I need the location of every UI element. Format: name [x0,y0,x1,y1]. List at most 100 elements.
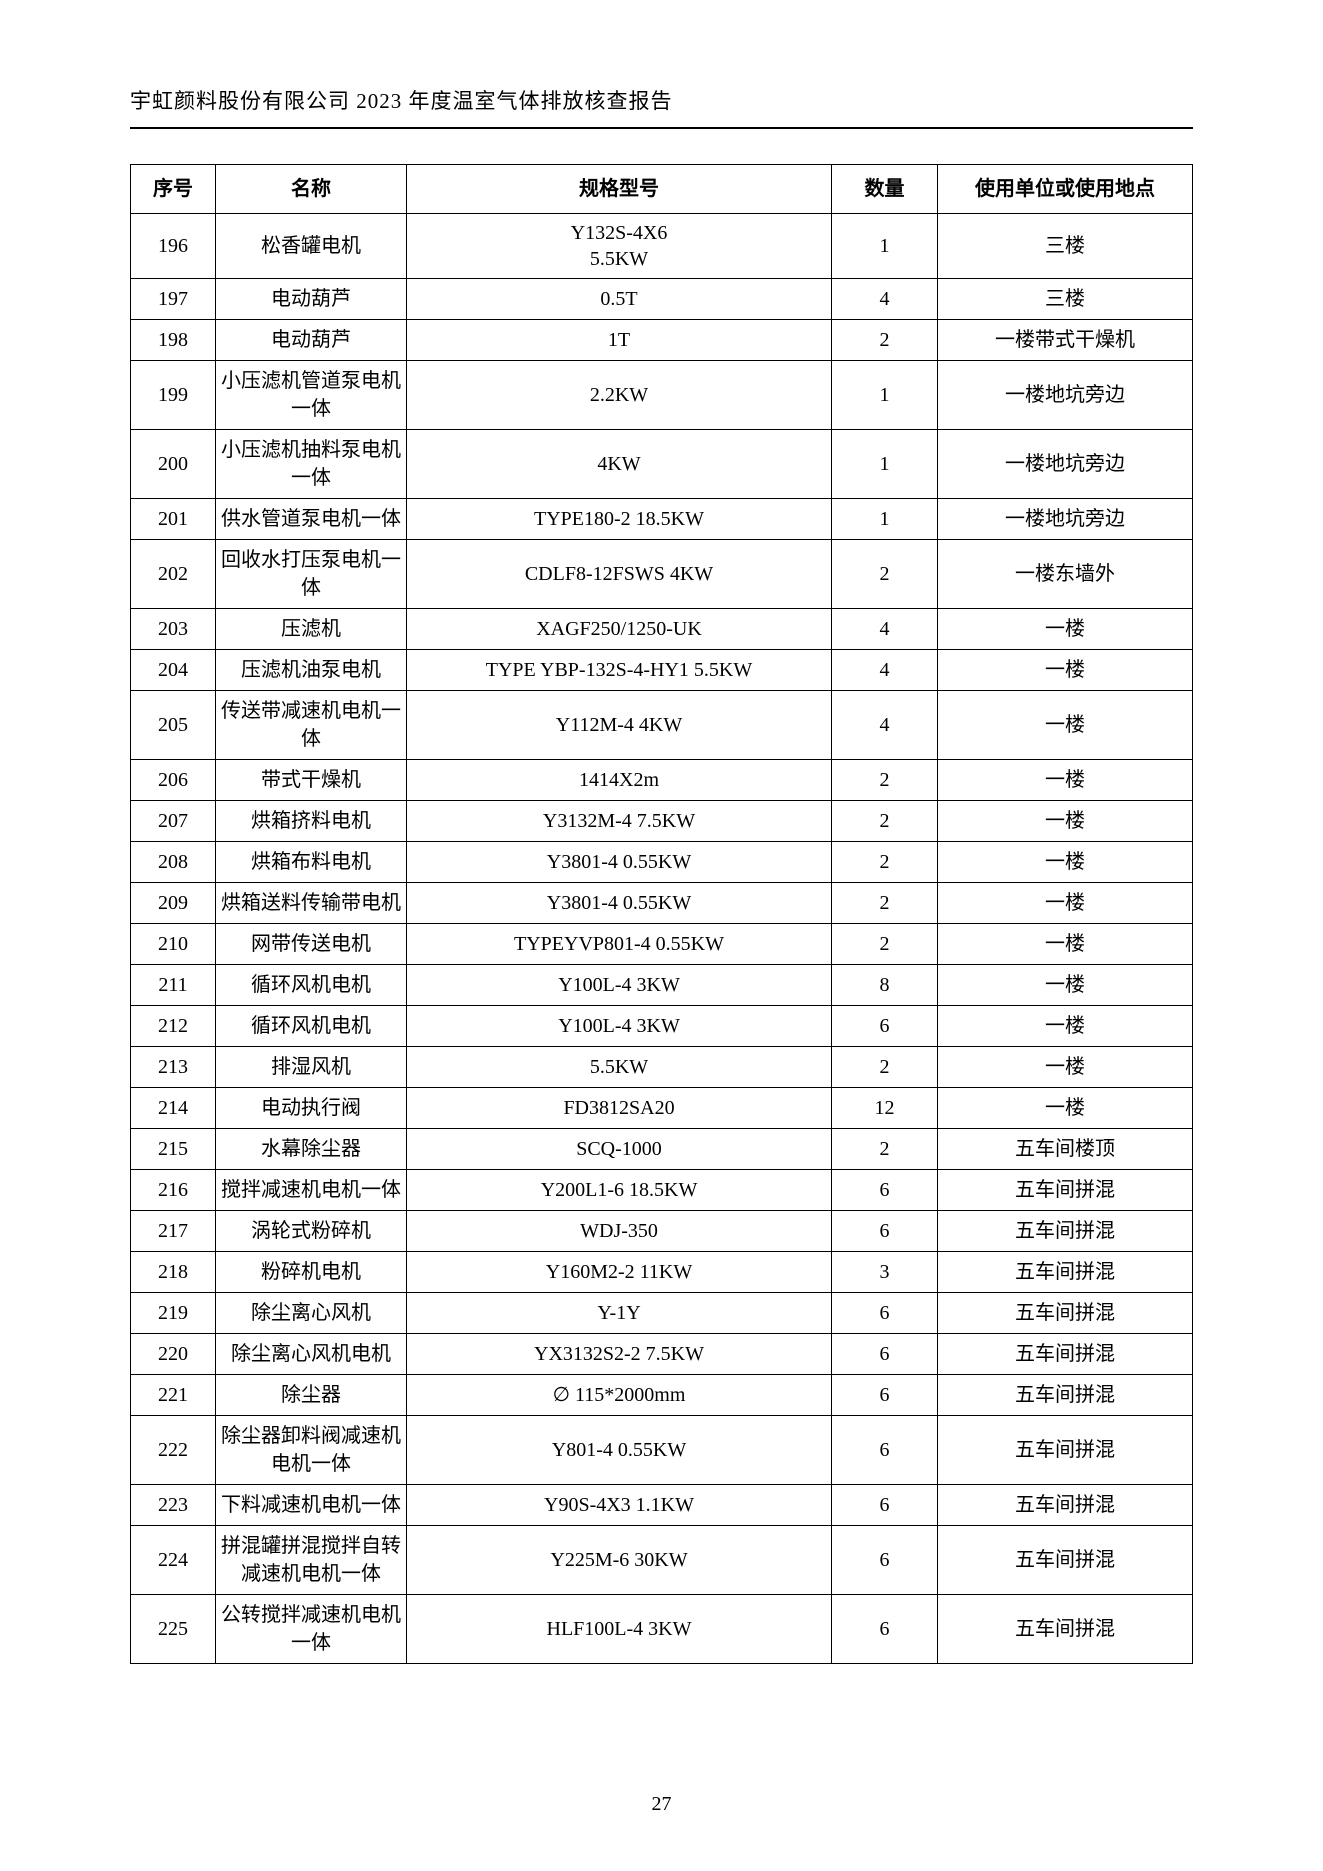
table-cell: 五车间拼混 [938,1526,1193,1595]
table-cell: 2 [831,924,937,965]
table-cell: Y100L-4 3KW [407,965,832,1006]
table-cell: 1414X2m [407,760,832,801]
table-row: 200小压滤机抽料泵电机一体4KW1一楼地坑旁边 [131,430,1193,499]
table-cell: 6 [831,1211,937,1252]
table-cell: 224 [131,1526,216,1595]
table-cell: 一楼 [938,609,1193,650]
table-cell: 6 [831,1416,937,1485]
table-cell: 216 [131,1170,216,1211]
table-cell: 小压滤机抽料泵电机一体 [215,430,406,499]
table-cell: 1T [407,320,832,361]
table-row: 217涡轮式粉碎机WDJ-3506五车间拼混 [131,1211,1193,1252]
table-cell: 涡轮式粉碎机 [215,1211,406,1252]
table-cell: 215 [131,1129,216,1170]
table-cell: 五车间拼混 [938,1293,1193,1334]
table-row: 209烘箱送料传输带电机Y3801-4 0.55KW2一楼 [131,883,1193,924]
table-cell: 220 [131,1334,216,1375]
table-cell: 204 [131,650,216,691]
table-cell: 传送带减速机电机一体 [215,691,406,760]
table-cell: 214 [131,1088,216,1129]
table-cell: Y-1Y [407,1293,832,1334]
table-cell: WDJ-350 [407,1211,832,1252]
table-row: 196松香罐电机Y132S-4X65.5KW1三楼 [131,214,1193,279]
equipment-table: 序号 名称 规格型号 数量 使用单位或使用地点 196松香罐电机Y132S-4X… [130,164,1193,1664]
page-header: 宇虹颜料股份有限公司 2023 年度温室气体排放核查报告 [130,85,1193,129]
table-cell: 2 [831,842,937,883]
table-cell: 除尘器卸料阀减速机电机一体 [215,1416,406,1485]
table-cell: FD3812SA20 [407,1088,832,1129]
table-cell: 五车间拼混 [938,1375,1193,1416]
table-cell: Y90S-4X3 1.1KW [407,1485,832,1526]
table-cell: 拼混罐拼混搅拌自转减速机电机一体 [215,1526,406,1595]
table-cell: 208 [131,842,216,883]
table-cell: 6 [831,1293,937,1334]
table-cell: 201 [131,499,216,540]
table-cell: 回收水打压泵电机一体 [215,540,406,609]
table-cell: 2 [831,1047,937,1088]
table-cell: 五车间拼混 [938,1485,1193,1526]
table-cell: 三楼 [938,214,1193,279]
table-cell: 6 [831,1170,937,1211]
table-cell: 五车间拼混 [938,1334,1193,1375]
table-row: 223下料减速机电机一体Y90S-4X3 1.1KW6五车间拼混 [131,1485,1193,1526]
table-cell: 一楼 [938,883,1193,924]
table-row: 218粉碎机电机Y160M2-2 11KW3五车间拼混 [131,1252,1193,1293]
table-cell: 排湿风机 [215,1047,406,1088]
table-row: 207烘箱挤料电机Y3132M-4 7.5KW2一楼 [131,801,1193,842]
table-cell: TYPE YBP-132S-4-HY1 5.5KW [407,650,832,691]
table-cell: 一楼 [938,801,1193,842]
table-cell: 211 [131,965,216,1006]
table-cell: 6 [831,1006,937,1047]
table-cell: 206 [131,760,216,801]
table-row: 224拼混罐拼混搅拌自转减速机电机一体Y225M-6 30KW6五车间拼混 [131,1526,1193,1595]
table-cell: 6 [831,1485,937,1526]
table-cell: 6 [831,1375,937,1416]
table-cell: 12 [831,1088,937,1129]
table-row: 197电动葫芦0.5T4三楼 [131,279,1193,320]
table-cell: 2.2KW [407,361,832,430]
table-row: 204压滤机油泵电机TYPE YBP-132S-4-HY1 5.5KW4一楼 [131,650,1193,691]
table-row: 198电动葫芦1T2一楼带式干燥机 [131,320,1193,361]
table-cell: 除尘离心风机 [215,1293,406,1334]
table-row: 212循环风机电机Y100L-4 3KW6一楼 [131,1006,1193,1047]
table-cell: 五车间拼混 [938,1595,1193,1664]
table-cell: 222 [131,1416,216,1485]
table-cell: 6 [831,1526,937,1595]
table-cell: 一楼带式干燥机 [938,320,1193,361]
table-cell: Y132S-4X65.5KW [407,214,832,279]
table-cell: SCQ-1000 [407,1129,832,1170]
table-cell: 除尘离心风机电机 [215,1334,406,1375]
col-header-spec: 规格型号 [407,165,832,214]
page-number: 27 [0,1793,1323,1816]
table-cell: Y112M-4 4KW [407,691,832,760]
table-cell: 烘箱挤料电机 [215,801,406,842]
table-row: 205传送带减速机电机一体Y112M-4 4KW4一楼 [131,691,1193,760]
table-row: 225公转搅拌减速机电机一体HLF100L-4 3KW6五车间拼混 [131,1595,1193,1664]
table-row: 215水幕除尘器SCQ-10002五车间楼顶 [131,1129,1193,1170]
table-row: 202回收水打压泵电机一体CDLF8-12FSWS 4KW2一楼东墙外 [131,540,1193,609]
table-row: 208烘箱布料电机Y3801-4 0.55KW2一楼 [131,842,1193,883]
table-cell: 小压滤机管道泵电机一体 [215,361,406,430]
table-cell: 4 [831,609,937,650]
table-cell: 210 [131,924,216,965]
table-row: 213排湿风机5.5KW2一楼 [131,1047,1193,1088]
table-cell: 6 [831,1334,937,1375]
table-cell: 带式干燥机 [215,760,406,801]
table-cell: 一楼 [938,691,1193,760]
table-cell: Y3801-4 0.55KW [407,842,832,883]
table-cell: 2 [831,1129,937,1170]
table-row: 211循环风机电机Y100L-4 3KW8一楼 [131,965,1193,1006]
table-cell: 一楼东墙外 [938,540,1193,609]
table-body: 196松香罐电机Y132S-4X65.5KW1三楼197电动葫芦0.5T4三楼1… [131,214,1193,1664]
table-cell: 0.5T [407,279,832,320]
table-cell: 一楼 [938,650,1193,691]
table-cell: 197 [131,279,216,320]
table-row: 210网带传送电机TYPEYVP801-4 0.55KW2一楼 [131,924,1193,965]
table-cell: 2 [831,540,937,609]
table-cell: 5.5KW [407,1047,832,1088]
col-header-location: 使用单位或使用地点 [938,165,1193,214]
table-cell: 4 [831,691,937,760]
table-cell: TYPE180-2 18.5KW [407,499,832,540]
table-cell: 一楼 [938,965,1193,1006]
table-cell: Y200L1-6 18.5KW [407,1170,832,1211]
